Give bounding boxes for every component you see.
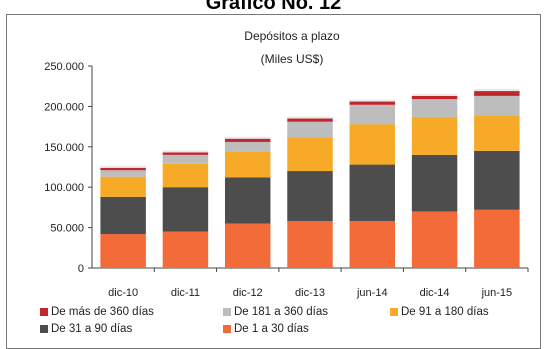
bar-segment	[411, 95, 458, 100]
bar-segment	[411, 154, 458, 212]
bar-segment	[474, 150, 520, 210]
y-tick-label: 0	[78, 263, 84, 275]
x-axis: dic-10 dic-11 dic-12 dic-13 jun-14 dic-14 jun-…	[92, 267, 529, 299]
bar-segment	[100, 170, 146, 177]
y-axis: 250.000 200.000 150.000 100.000 50.000 0	[44, 61, 93, 275]
bar-segment	[224, 151, 271, 178]
bar-segment	[411, 116, 458, 155]
legend-item-181-360: De 181 a 360 días	[223, 306, 328, 318]
legend-label: De 181 a 360 días	[234, 306, 328, 318]
bar-segment	[162, 163, 209, 188]
bar-segment	[287, 137, 333, 172]
bar-segment	[474, 209, 520, 268]
bar-segment	[162, 154, 209, 164]
bar-top-edge	[411, 93, 458, 96]
x-tick-label: jun-15	[481, 287, 513, 299]
x-tick-label: dic-13	[295, 287, 325, 299]
y-tick-label: 200.000	[44, 101, 84, 113]
bar-segment	[287, 121, 333, 138]
legend-swatch	[40, 308, 48, 316]
bar-segment	[349, 221, 396, 268]
bar-segment	[224, 223, 271, 268]
bar-segment	[287, 118, 333, 122]
page-title: Gráfico No. 12	[205, 0, 342, 14]
legend-swatch	[40, 325, 48, 333]
y-tick-label: 150.000	[44, 142, 84, 154]
legend-swatch	[390, 308, 398, 316]
y-tick-label: 100.000	[44, 182, 84, 194]
bar-segment	[349, 104, 396, 125]
chart-legend: De más de 360 días De 181 a 360 días De …	[40, 306, 540, 340]
bar-segment	[224, 138, 271, 142]
legend-item-31-90: De 31 a 90 días	[40, 323, 132, 335]
bar-segment	[349, 101, 396, 105]
bar-segment	[287, 221, 333, 268]
legend-row-1: De más de 360 días De 181 a 360 días De …	[40, 306, 540, 323]
bar-segment	[100, 167, 146, 171]
bar-segment	[162, 187, 209, 232]
bar-segment	[411, 211, 458, 268]
legend-label: De 31 a 90 días	[51, 323, 133, 335]
bar-segment	[474, 115, 520, 151]
bar-segment	[162, 231, 209, 268]
bar-top-edge	[287, 116, 333, 119]
bar-segment	[224, 177, 271, 224]
bar-segment	[224, 141, 271, 152]
legend-row-2: De 31 a 90 días De 1 a 30 días	[40, 323, 540, 340]
legend-swatch	[223, 325, 231, 333]
x-tick-label: jun-14	[356, 287, 388, 299]
legend-item-91-180: De 91 a 180 días	[390, 306, 489, 318]
x-tick-label: dic-12	[233, 287, 263, 299]
chart-subtitle: (Miles US$)	[261, 52, 324, 66]
bar-segment	[474, 95, 520, 116]
y-tick-label: 50.000	[50, 223, 84, 235]
x-tick-label: dic-14	[420, 287, 450, 299]
x-tick-label: dic-10	[108, 287, 138, 299]
bar-segment	[349, 164, 396, 222]
bar-top-edge	[100, 165, 146, 168]
bar-top-edge	[162, 150, 209, 153]
bar-segment	[100, 234, 146, 268]
bar-top-edge	[349, 99, 396, 102]
bar-top-edge	[474, 89, 520, 92]
x-tick-label: dic-11	[171, 287, 200, 299]
bar-segment	[162, 152, 209, 155]
legend-item-1-30: De 1 a 30 días	[223, 323, 309, 335]
bar-segment	[100, 196, 146, 235]
stacked-bar-chart: Depósitos a plazo (Miles US$) 250.000 200…	[44, 29, 529, 299]
legend-swatch	[223, 308, 231, 316]
chart-title: Depósitos a plazo	[244, 29, 340, 43]
y-tick-label: 250.000	[44, 61, 84, 73]
bar-segment	[287, 171, 333, 222]
legend-label: De 1 a 30 días	[234, 323, 309, 335]
bar-segment	[411, 99, 458, 117]
bar-segment	[100, 176, 146, 197]
bar-segment	[349, 124, 396, 165]
legend-label: De más de 360 días	[51, 306, 154, 318]
legend-label: De 91 a 180 días	[401, 306, 489, 318]
bars-group	[100, 89, 520, 268]
legend-item-360plus: De más de 360 días	[40, 306, 154, 318]
bar-top-edge	[224, 136, 271, 139]
bar-segment	[474, 91, 520, 96]
